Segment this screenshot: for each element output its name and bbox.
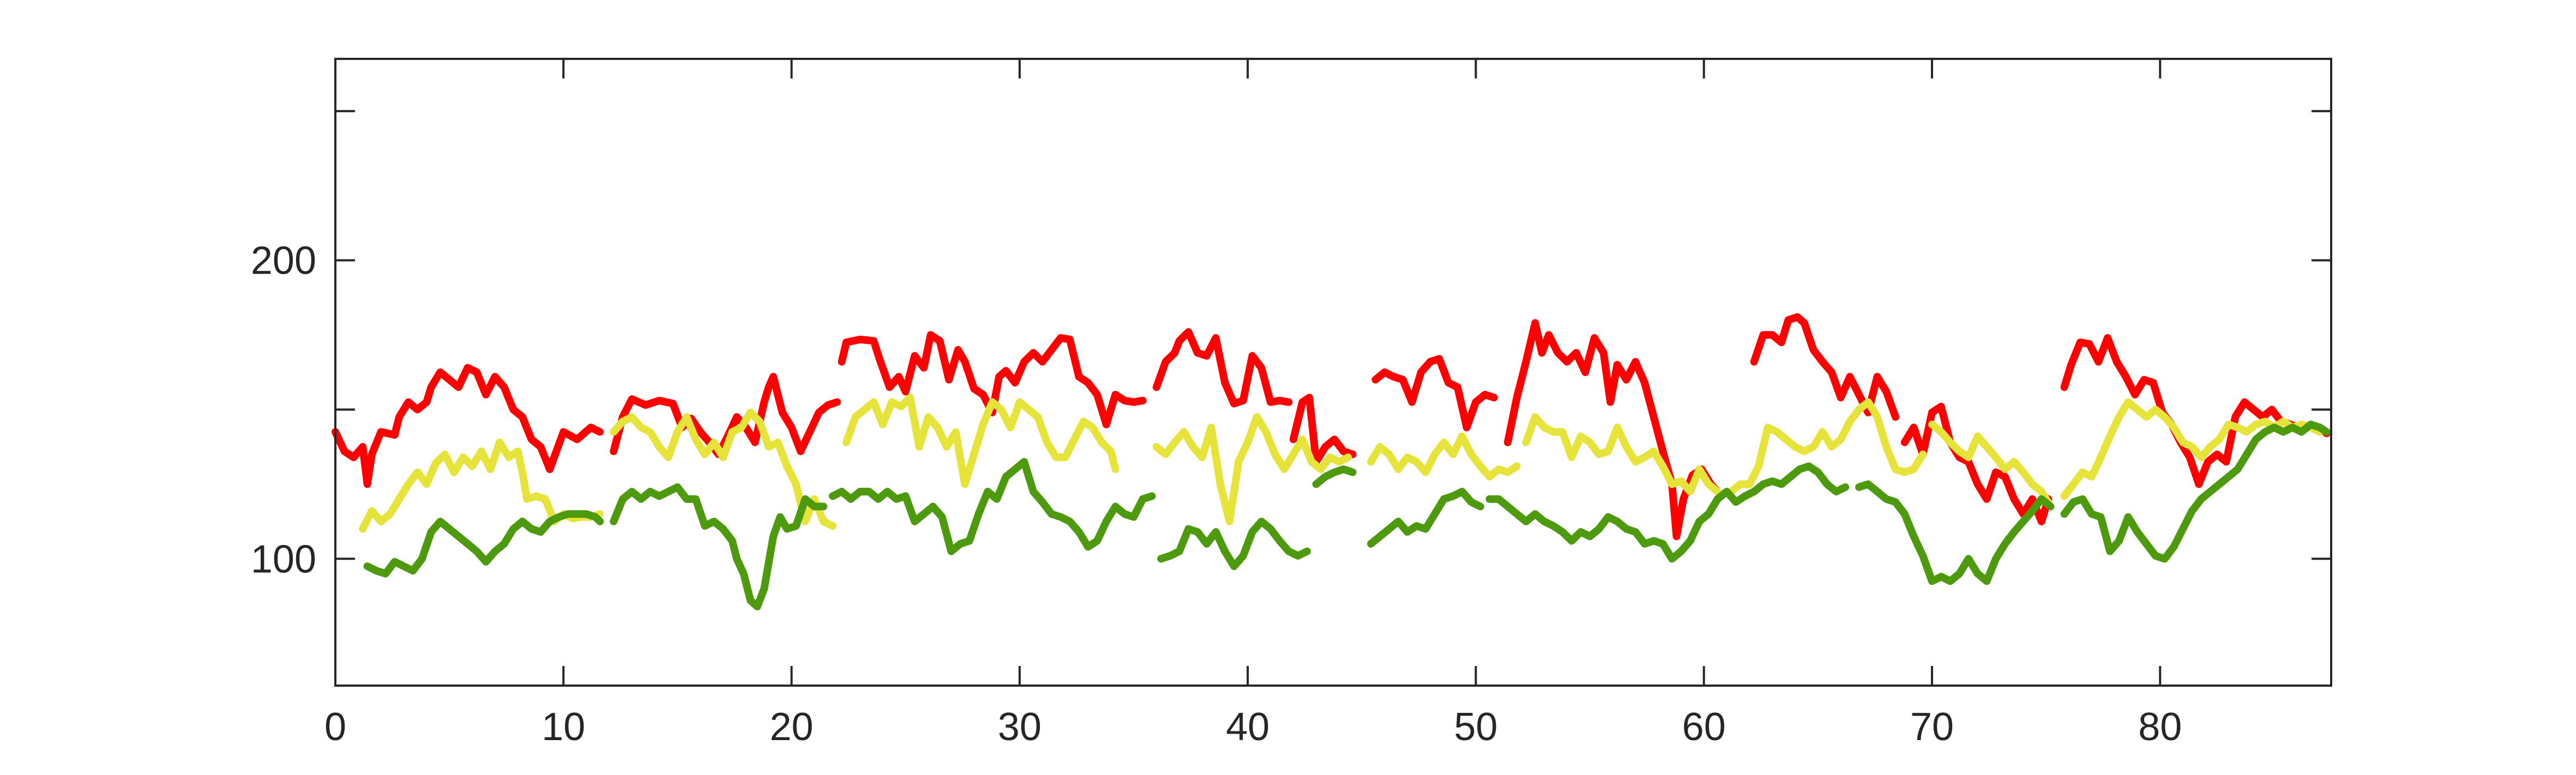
series-1-line-segment-6 <box>1371 355 1498 432</box>
series-2-line-segment-3 <box>842 393 1120 488</box>
y-tick-label: 100 <box>251 537 316 581</box>
series-3-line-segment-9 <box>2060 420 2331 563</box>
tick-layer: 0 10 20 30 40 50 60 70 80 100 200 <box>251 59 2331 749</box>
x-tick-label: 40 <box>1226 705 1269 749</box>
series-2-line-segment-6 <box>1522 413 1722 495</box>
x-tick-label: 30 <box>998 705 1042 749</box>
x-tick-label: 0 <box>324 705 346 749</box>
series-2-line-segment-7 <box>1727 398 1927 495</box>
series-3-line-segment-3 <box>828 458 1156 555</box>
x-tick-label: 10 <box>541 705 585 749</box>
series-3-line-segment-8 <box>1855 480 2055 585</box>
series-1-line-segment-5 <box>1289 393 1357 466</box>
series-1-line-segment-2 <box>610 373 841 458</box>
y-tick-label: 200 <box>251 239 316 283</box>
axes-box <box>334 58 2332 687</box>
series-2-line-segment-8 <box>1928 420 2055 511</box>
series-layer <box>332 313 2331 610</box>
series-3-line-segment-4 <box>1157 517 1311 570</box>
series-1-line-segment-3 <box>838 331 1147 428</box>
x-tick-label: 50 <box>1454 705 1497 749</box>
series-1-line-segment-7 <box>1504 319 1722 541</box>
x-tick-label: 20 <box>770 705 814 749</box>
series-3-line-segment-1 <box>363 510 604 578</box>
x-tick-label: 70 <box>1910 705 1954 749</box>
series-3-line-segment-2 <box>610 483 828 610</box>
series-1-line-segment-1 <box>332 364 604 488</box>
series-3-line-segment-7 <box>1485 462 1850 563</box>
series-2 <box>359 393 2324 533</box>
series-2-line-segment-2 <box>610 408 836 530</box>
x-tick-label: 80 <box>2138 705 2182 749</box>
series-3 <box>363 420 2331 610</box>
x-tick-label: 60 <box>1682 705 1726 749</box>
series-2-line-segment-5 <box>1367 432 1521 481</box>
series-1-line-segment-4 <box>1152 328 1293 408</box>
series-3-line-segment-6 <box>1367 488 1484 548</box>
series-2-line-segment-4 <box>1152 413 1352 525</box>
series-3-line-segment-5 <box>1312 465 1357 488</box>
